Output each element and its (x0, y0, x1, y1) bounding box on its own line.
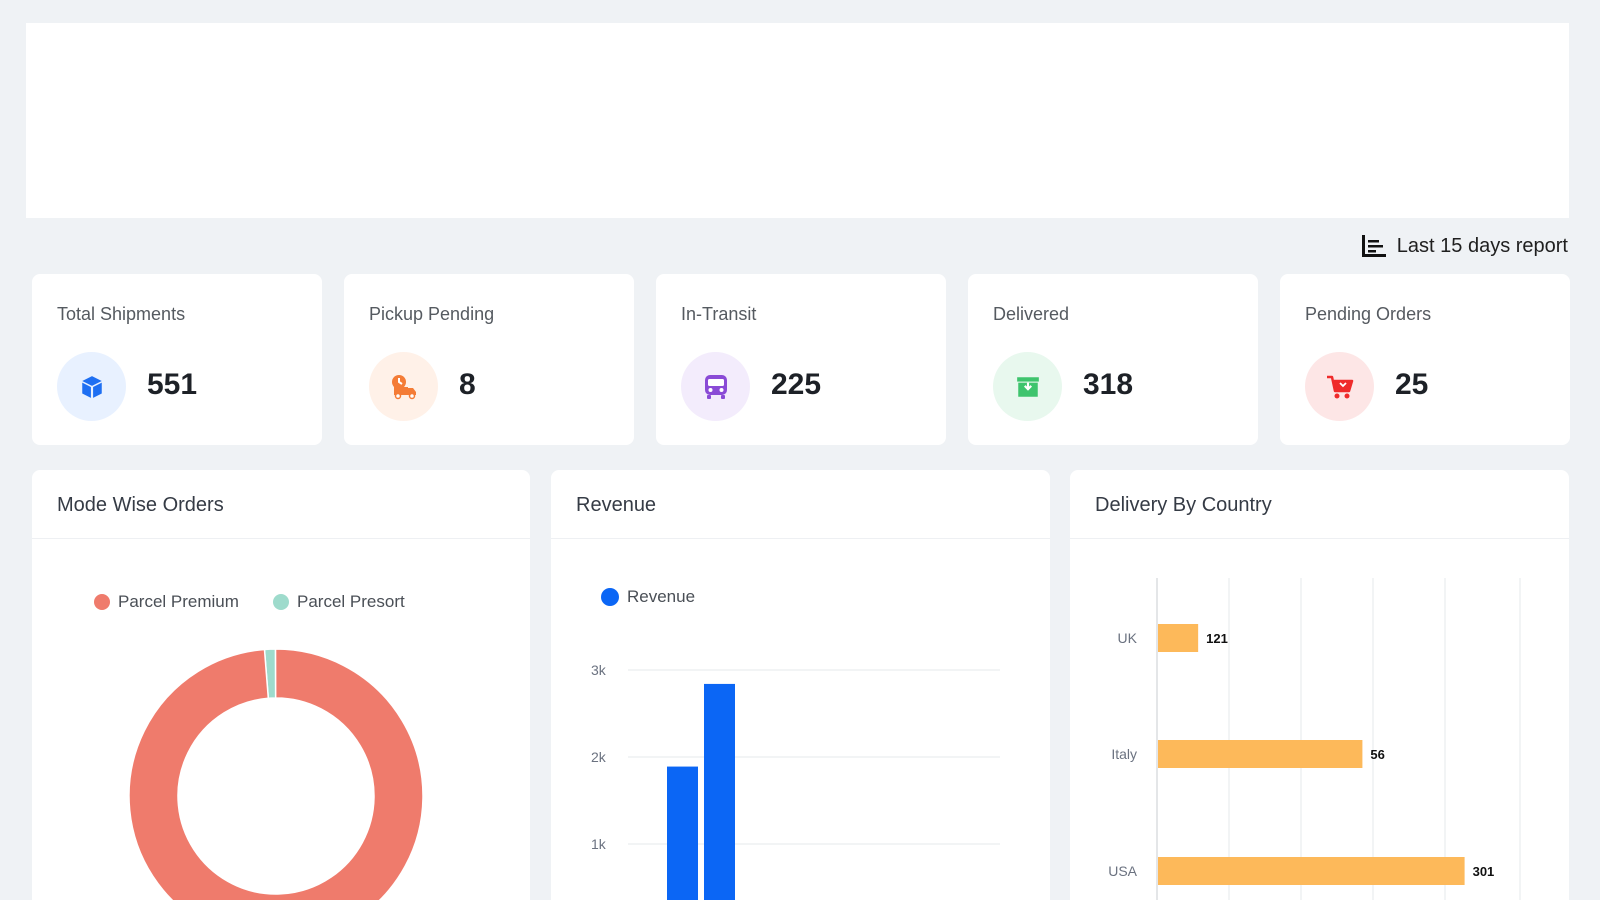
mode-wise-orders-panel: Mode Wise Orders Parcel Premium Parcel P… (32, 470, 530, 900)
revenue-bar (704, 683, 735, 900)
y-tick-label: USA (1108, 863, 1137, 879)
data-label: 56 (1370, 747, 1384, 762)
box-icon (57, 352, 126, 421)
stat-value: 318 (1083, 368, 1134, 401)
stat-value: 225 (771, 368, 822, 401)
donut-slice-parcel-premium (128, 648, 424, 900)
delivery-by-country-panel: Delivery By Country UK 121 Italy 56 USA 301 (1070, 470, 1569, 900)
y-tick-label: 1k (591, 836, 607, 852)
revenue-bar (667, 766, 698, 900)
legend-item-presort[interactable]: Parcel Presort (273, 592, 405, 612)
stat-card-delivered[interactable]: Delivered 318 (968, 274, 1258, 445)
legend-label: Parcel Presort (297, 592, 405, 611)
y-tick-label: Italy (1111, 746, 1137, 762)
data-label: 121 (1206, 631, 1228, 646)
stat-label: Pending Orders (1305, 304, 1432, 324)
stat-card-pickup-pending[interactable]: Pickup Pending 8 (344, 274, 634, 445)
panel-title: Mode Wise Orders (57, 494, 224, 516)
donut-chart (128, 648, 424, 900)
last-15-days-report-link[interactable]: Last 15 days report (1361, 234, 1568, 258)
panel-divider (1070, 538, 1569, 539)
stat-label: Pickup Pending (369, 304, 495, 324)
y-tick-label: 2k (591, 749, 607, 765)
stat-value: 551 (147, 368, 198, 401)
legend-item-premium[interactable]: Parcel Premium (94, 592, 239, 612)
country-bar (1158, 857, 1465, 885)
revenue-panel: Revenue Revenue 1k 2k 3k (551, 470, 1050, 900)
stat-card-in-transit[interactable]: In-Transit 225 (656, 274, 946, 445)
legend-item-revenue[interactable]: Revenue (601, 587, 695, 607)
stat-card-total-shipments[interactable]: Total Shipments 551 (32, 274, 322, 445)
legend-label: Revenue (627, 587, 696, 606)
stat-card-pending-orders[interactable]: Pending Orders 25 (1280, 274, 1570, 445)
data-label: 301 (1473, 864, 1495, 879)
cart-icon (1305, 352, 1374, 421)
y-tick-label: UK (1118, 630, 1138, 646)
revenue-chart: 1k 2k 3k (591, 662, 1000, 900)
country-bar (1158, 624, 1199, 652)
y-tick-label: 3k (591, 662, 607, 678)
bus-icon (681, 352, 750, 421)
stat-label: In-Transit (681, 304, 757, 324)
legend-label: Parcel Premium (118, 592, 239, 611)
delivery-truck-icon (369, 352, 438, 421)
stat-value: 25 (1395, 368, 1429, 401)
top-banner (26, 23, 1569, 218)
stat-value: 8 (459, 368, 476, 401)
legend-dot (601, 588, 619, 606)
country-bar (1158, 740, 1363, 768)
legend-dot (94, 594, 110, 610)
legend-dot (273, 594, 289, 610)
archive-icon (993, 352, 1062, 421)
bar-chart-icon (1361, 234, 1387, 258)
stat-label: Total Shipments (57, 304, 186, 324)
panel-title: Delivery By Country (1095, 494, 1272, 516)
panel-title: Revenue (576, 494, 657, 516)
panel-divider (551, 538, 1050, 539)
report-label: Last 15 days report (1396, 234, 1568, 257)
country-chart: UK 121 Italy 56 USA 301 (1108, 578, 1521, 900)
stat-label: Delivered (993, 304, 1070, 324)
panel-divider (32, 538, 530, 539)
